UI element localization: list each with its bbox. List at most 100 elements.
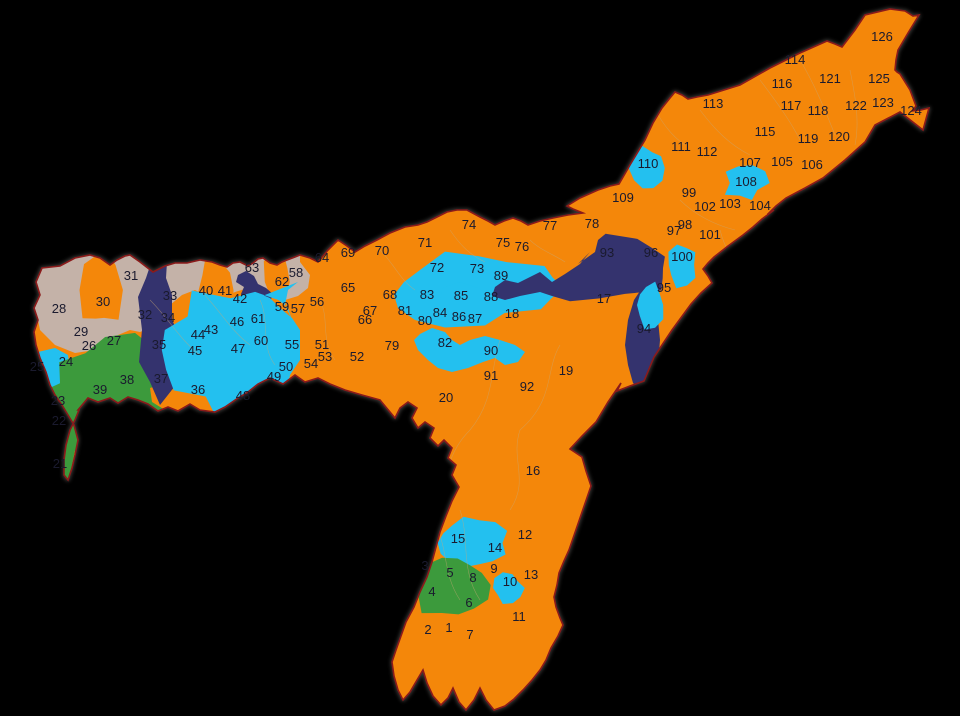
svg-text:12: 12: [518, 527, 532, 542]
svg-text:39: 39: [93, 382, 107, 397]
svg-text:112: 112: [697, 144, 718, 159]
svg-text:76: 76: [515, 239, 529, 254]
svg-text:15: 15: [451, 531, 465, 546]
svg-text:89: 89: [494, 268, 508, 283]
svg-text:71: 71: [418, 235, 432, 250]
svg-text:68: 68: [383, 287, 397, 302]
svg-text:116: 116: [772, 76, 793, 91]
svg-text:11: 11: [512, 609, 526, 624]
svg-text:126: 126: [871, 29, 893, 44]
svg-text:4: 4: [428, 584, 435, 599]
svg-text:122: 122: [845, 98, 867, 113]
svg-text:30: 30: [96, 294, 110, 309]
svg-text:111: 111: [671, 139, 691, 154]
svg-text:24: 24: [59, 354, 73, 369]
svg-text:9: 9: [490, 561, 497, 576]
svg-text:106: 106: [801, 157, 823, 172]
svg-text:64: 64: [315, 250, 329, 265]
svg-text:100: 100: [671, 249, 693, 264]
svg-text:75: 75: [496, 235, 510, 250]
svg-text:84: 84: [433, 305, 447, 320]
svg-text:65: 65: [341, 280, 355, 295]
svg-text:31: 31: [124, 268, 138, 283]
svg-text:16: 16: [526, 463, 540, 478]
svg-text:27: 27: [107, 333, 121, 348]
svg-text:38: 38: [120, 372, 134, 387]
svg-text:33: 33: [163, 288, 177, 303]
svg-text:44: 44: [191, 327, 205, 342]
svg-text:61: 61: [251, 311, 265, 326]
svg-text:109: 109: [612, 190, 634, 205]
svg-text:114: 114: [785, 52, 806, 67]
svg-text:108: 108: [735, 174, 757, 189]
svg-text:21: 21: [53, 456, 67, 471]
svg-text:117: 117: [781, 98, 802, 113]
svg-text:58: 58: [289, 265, 303, 280]
svg-text:113: 113: [703, 96, 724, 111]
svg-text:63: 63: [245, 260, 259, 275]
svg-text:53: 53: [318, 349, 332, 364]
svg-text:121: 121: [819, 71, 841, 86]
svg-text:69: 69: [341, 245, 355, 260]
svg-text:102: 102: [694, 199, 716, 214]
svg-text:48: 48: [236, 388, 250, 403]
svg-text:82: 82: [438, 335, 452, 350]
svg-text:98: 98: [678, 217, 692, 232]
svg-text:17: 17: [597, 291, 611, 306]
svg-text:54: 54: [304, 356, 318, 371]
svg-text:79: 79: [385, 338, 399, 353]
svg-text:13: 13: [524, 567, 538, 582]
svg-text:5: 5: [446, 565, 453, 580]
svg-text:81: 81: [398, 303, 412, 318]
svg-text:37: 37: [154, 371, 168, 386]
svg-text:25: 25: [30, 359, 44, 374]
svg-text:73: 73: [470, 261, 484, 276]
svg-text:7: 7: [466, 627, 473, 642]
svg-text:88: 88: [484, 289, 498, 304]
svg-text:29: 29: [74, 324, 88, 339]
svg-text:45: 45: [188, 343, 202, 358]
svg-text:107: 107: [739, 155, 761, 170]
svg-text:35: 35: [152, 337, 166, 352]
svg-text:41: 41: [218, 283, 232, 298]
svg-text:18: 18: [505, 306, 519, 321]
svg-text:40: 40: [199, 283, 213, 298]
svg-text:10: 10: [503, 574, 517, 589]
svg-text:47: 47: [231, 341, 245, 356]
svg-text:80: 80: [418, 313, 432, 328]
svg-text:19: 19: [559, 363, 573, 378]
svg-text:23: 23: [51, 393, 65, 408]
svg-text:85: 85: [454, 288, 468, 303]
svg-text:42: 42: [233, 291, 247, 306]
svg-text:20: 20: [439, 390, 453, 405]
svg-text:78: 78: [585, 216, 599, 231]
svg-text:90: 90: [484, 343, 498, 358]
svg-text:32: 32: [138, 307, 152, 322]
svg-text:125: 125: [868, 71, 890, 86]
svg-text:8: 8: [469, 570, 476, 585]
svg-text:34: 34: [161, 310, 175, 325]
svg-text:1: 1: [445, 620, 452, 635]
svg-text:46: 46: [230, 314, 244, 329]
svg-text:118: 118: [808, 103, 829, 118]
svg-text:95: 95: [657, 280, 671, 295]
svg-text:60: 60: [254, 333, 268, 348]
svg-text:57: 57: [291, 301, 305, 316]
svg-text:99: 99: [682, 185, 696, 200]
svg-text:86: 86: [452, 309, 466, 324]
svg-text:56: 56: [310, 294, 324, 309]
svg-text:22: 22: [52, 413, 66, 428]
svg-text:105: 105: [771, 154, 793, 169]
svg-text:120: 120: [828, 129, 850, 144]
svg-text:72: 72: [430, 260, 444, 275]
svg-text:124: 124: [900, 103, 922, 118]
svg-text:59: 59: [275, 299, 289, 314]
svg-text:74: 74: [462, 217, 476, 232]
svg-text:96: 96: [644, 245, 658, 260]
svg-text:2: 2: [424, 622, 431, 637]
svg-text:87: 87: [468, 311, 482, 326]
svg-text:110: 110: [638, 156, 659, 171]
svg-text:36: 36: [191, 382, 205, 397]
svg-text:101: 101: [699, 227, 721, 242]
svg-text:55: 55: [285, 337, 299, 352]
